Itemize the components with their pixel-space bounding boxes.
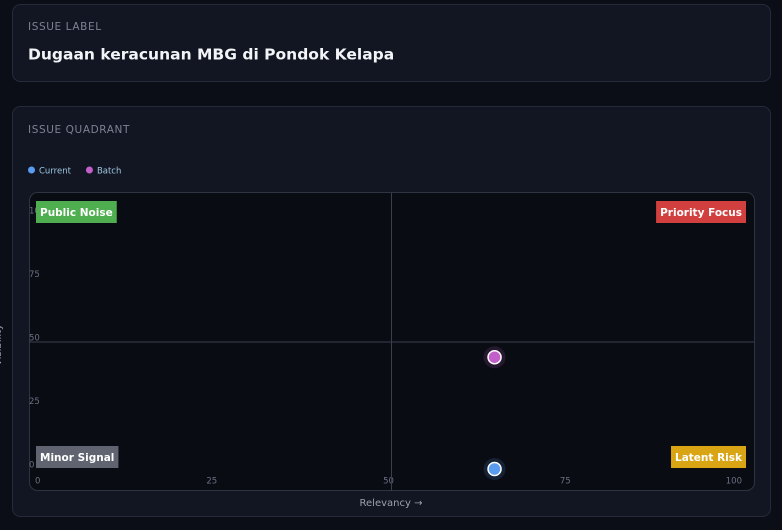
- x-axis-label: Relevancy →: [360, 498, 423, 509]
- x-tick-label: 75: [560, 477, 571, 487]
- card-heading: ISSUE QUADRANT: [28, 124, 130, 136]
- card-heading: ISSUE LABEL: [28, 21, 102, 33]
- x-tick-label: 25: [206, 477, 217, 487]
- issue-label-card: [12, 4, 771, 82]
- quadrant-label: Priority Focus: [660, 207, 742, 219]
- quadrant-label-bg: [36, 446, 119, 468]
- x-tick-label: 50: [383, 477, 394, 487]
- y-tick-label: 50: [29, 334, 40, 344]
- x-tick-label: 0: [35, 477, 40, 487]
- y-tick-label: 25: [29, 397, 40, 407]
- quadrant-label: Minor Signal: [40, 452, 114, 464]
- quadrant-label-bg: [36, 201, 117, 223]
- legend-label: Current: [39, 167, 72, 177]
- y-tick-label: 0: [29, 461, 34, 471]
- legend-label: Batch: [97, 167, 121, 177]
- issue-label-text: Dugaan keracunan MBG di Pondok Kelapa: [28, 46, 394, 64]
- quadrant-label-bg: [671, 446, 746, 468]
- legend-swatch: [85, 166, 93, 174]
- legend-swatch: [28, 166, 35, 174]
- y-tick-label: 75: [29, 270, 40, 280]
- data-point: [487, 461, 502, 477]
- quadrant-label: Public Noise: [40, 207, 113, 219]
- quadrant-label: Latent Risk: [675, 452, 743, 464]
- data-point: [487, 349, 502, 365]
- y-axis-label: Visibility: [0, 324, 4, 366]
- x-tick-label: 100: [726, 477, 742, 487]
- quadrant-label-bg: [656, 201, 746, 223]
